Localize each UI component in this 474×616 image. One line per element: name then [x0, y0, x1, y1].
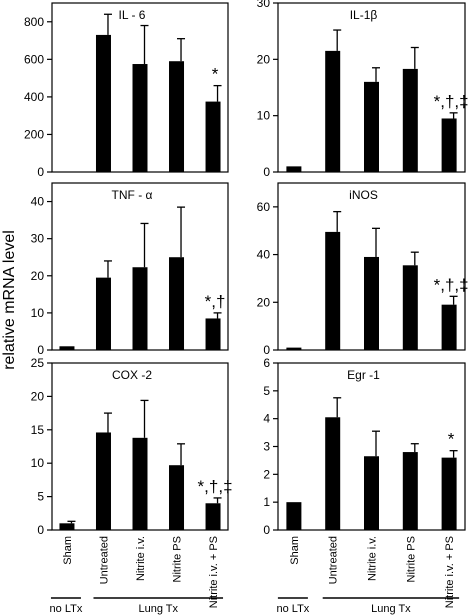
x-tick-label: Nitrite i.v.: [367, 536, 379, 581]
y-tick-label: 5: [263, 384, 270, 398]
x-tick-label: Nitrite PS: [405, 536, 417, 582]
y-tick-label: 0: [37, 165, 44, 179]
bar: [364, 81, 379, 172]
y-tick-label: 15: [31, 423, 45, 437]
y-tick-label: 6: [263, 356, 270, 370]
y-tick-label: 10: [31, 306, 45, 320]
y-tick-label: 800: [24, 15, 44, 29]
bar: [325, 417, 341, 530]
panel-title: IL - 6: [119, 8, 146, 22]
bar: [402, 452, 418, 530]
y-tick-label: 0: [37, 523, 44, 537]
y-tick-label: 20: [31, 389, 45, 403]
y-tick-label: 20: [257, 52, 271, 66]
y-tick-label: 20: [257, 295, 271, 309]
y-tick-label: 40: [31, 195, 45, 209]
x-tick-label: Nitrite i.v. + PS: [208, 536, 220, 608]
y-tick-label: 0: [263, 165, 270, 179]
panel-title: TNF - α: [112, 188, 153, 202]
bar: [95, 34, 111, 172]
bar: [169, 61, 185, 172]
bar: [95, 432, 111, 530]
bar: [441, 118, 457, 172]
significance-annotation: *,†: [205, 292, 226, 311]
y-tick-label: 30: [31, 232, 45, 246]
panel-title: iNOS: [349, 188, 378, 202]
x-tick-label: Nitrite PS: [172, 536, 184, 582]
bar: [364, 256, 379, 350]
chart-panel-1: 0 200 400 600 800 IL - 6 *: [24, 2, 229, 179]
group-label: no LTx: [276, 603, 309, 615]
panel-title: IL-1β: [350, 8, 378, 22]
y-tick-label: 20: [31, 269, 45, 283]
bar: [132, 64, 148, 172]
y-tick-label: 0: [263, 523, 270, 537]
y-axis-label: relative mRNA level: [1, 230, 18, 370]
y-tick-label: 3: [263, 440, 270, 454]
bar: [402, 68, 418, 172]
x-tick-label: Nitrite i.v.: [135, 536, 147, 581]
y-tick-label: 25: [31, 356, 45, 370]
chart-panel-6: 0 1 2 3 4 5 6 Egr -1 *: [263, 356, 466, 537]
panel-title: COX -2: [112, 368, 152, 382]
y-tick-label: 5: [37, 490, 44, 504]
bar: [441, 304, 457, 350]
bar: [205, 503, 221, 530]
bar: [205, 101, 221, 172]
group-label: no LTx: [50, 603, 83, 615]
bar: [169, 465, 185, 530]
y-tick-label: 30: [257, 0, 271, 10]
bar: [205, 318, 221, 350]
bar: [286, 166, 302, 172]
bar: [132, 267, 148, 350]
y-tick-label: 600: [24, 52, 44, 66]
significance-annotation: *,†,‡: [434, 92, 469, 111]
chart-panel-2: 0 10 20 30 IL-1β *,†,‡: [257, 0, 469, 179]
y-tick-label: 40: [257, 248, 271, 262]
significance-annotation: *: [212, 65, 219, 84]
bar: [286, 502, 302, 530]
bar: [132, 437, 148, 530]
y-tick-label: 1: [263, 495, 270, 509]
group-label: Lung Tx: [371, 603, 411, 615]
chart-panel-5: 0 5 10 15 20 25 COX -2 *,†,‡: [31, 356, 233, 537]
y-tick-label: 400: [24, 90, 44, 104]
panel-title: Egr -1: [347, 368, 380, 382]
y-tick-label: 0: [37, 343, 44, 357]
bar: [59, 523, 75, 530]
bar: [402, 265, 418, 350]
bar: [325, 231, 341, 350]
bar: [364, 456, 379, 530]
chart-panel-3: 0 10 20 30 40 TNF - α *,†: [31, 182, 229, 357]
chart-panel-4: 0 20 40 60 iNOS *,†,‡: [257, 182, 469, 357]
y-tick-label: 10: [257, 109, 271, 123]
y-tick-label: 10: [31, 456, 45, 470]
x-tick-label: Untreated: [98, 536, 110, 584]
bar: [286, 347, 302, 350]
y-tick-label: 4: [263, 412, 270, 426]
bar: [59, 346, 75, 350]
x-tick-label: Sham: [289, 536, 301, 565]
x-tick-label: Untreated: [328, 536, 340, 584]
y-tick-label: 60: [257, 200, 271, 214]
group-label: Lung Tx: [138, 603, 178, 615]
x-tick-label: Sham: [62, 536, 74, 565]
bar: [441, 457, 457, 530]
bar: [169, 257, 185, 350]
significance-annotation: *,†,‡: [198, 477, 233, 496]
y-tick-label: 200: [24, 127, 44, 141]
x-tick-label: Nitrite i.v. + PS: [444, 536, 456, 608]
bar: [95, 277, 111, 350]
significance-annotation: *,†,‡: [434, 275, 469, 294]
bar: [325, 50, 341, 173]
y-tick-label: 0: [263, 343, 270, 357]
significance-annotation: *: [448, 430, 455, 449]
y-tick-label: 2: [263, 467, 270, 481]
